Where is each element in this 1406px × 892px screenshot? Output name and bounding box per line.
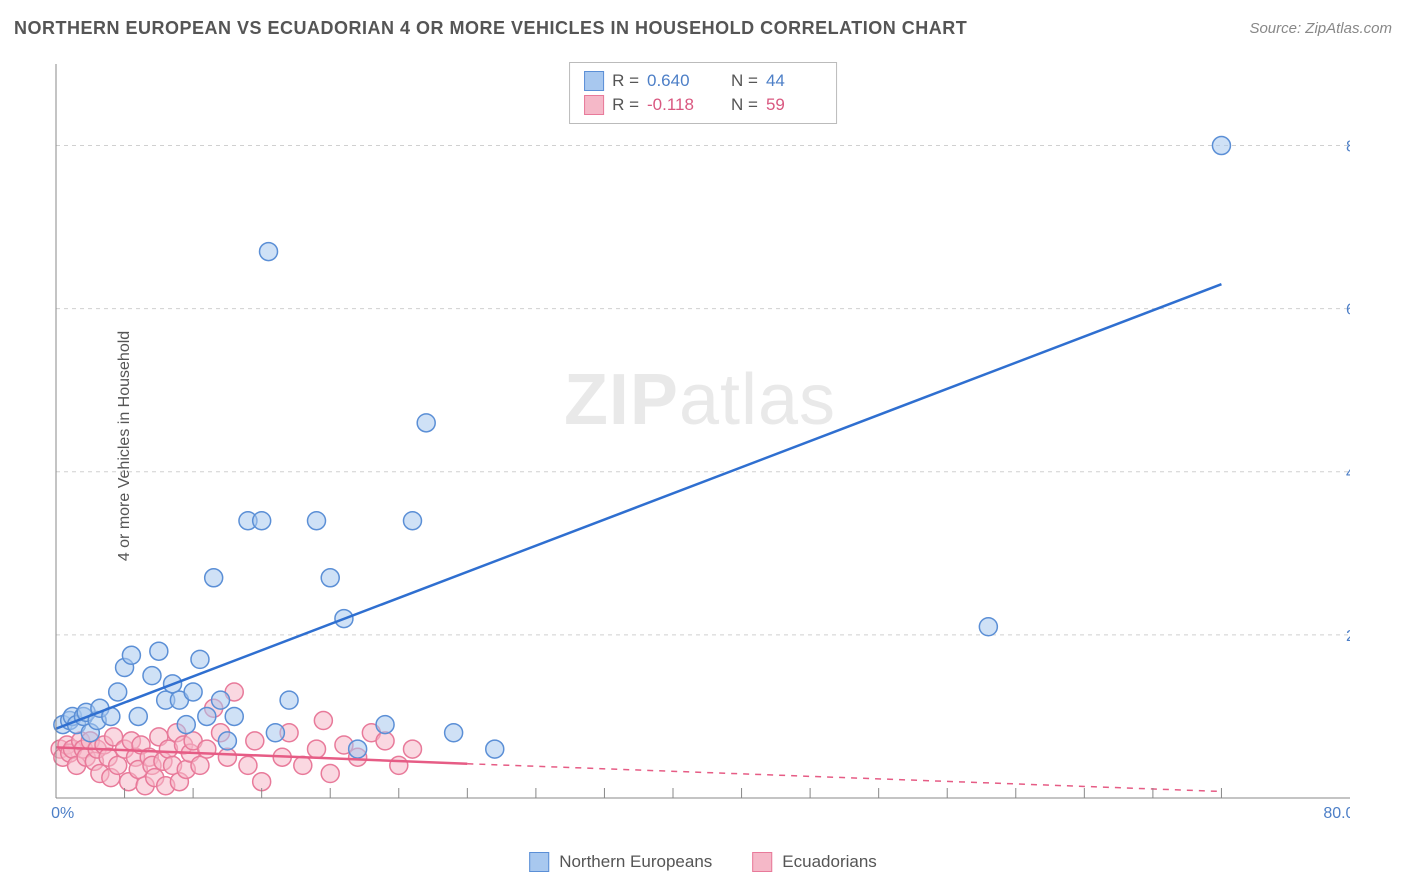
y-tick-label: 80.0% xyxy=(1346,139,1350,156)
swatch-series-a xyxy=(584,71,604,91)
trend-line-b-ext xyxy=(467,764,1221,792)
x-tick-label: 80.0% xyxy=(1323,805,1350,818)
legend-item-a: Northern Europeans xyxy=(529,852,712,872)
y-tick-label: 60.0% xyxy=(1346,302,1350,319)
chart-header: NORTHERN EUROPEAN VS ECUADORIAN 4 OR MOR… xyxy=(14,18,1392,39)
legend-swatch-a xyxy=(529,852,549,872)
scatter-plot-svg: 20.0% 40.0% 60.0% 80.0% 0.0% 80.0% xyxy=(50,58,1350,818)
x-tick-label: 0.0% xyxy=(50,805,74,818)
stats-row-b: R = -0.118 N = 59 xyxy=(584,93,822,117)
chart-title: NORTHERN EUROPEAN VS ECUADORIAN 4 OR MOR… xyxy=(14,18,967,39)
series-legend: Northern Europeans Ecuadorians xyxy=(529,852,877,872)
y-tick-label: 20.0% xyxy=(1346,628,1350,645)
source-attribution: Source: ZipAtlas.com xyxy=(1249,20,1392,37)
swatch-series-b xyxy=(584,95,604,115)
stats-legend: R = 0.640 N = 44 R = -0.118 N = 59 xyxy=(569,62,837,124)
y-tick-label: 40.0% xyxy=(1346,465,1350,482)
stats-row-a: R = 0.640 N = 44 xyxy=(584,69,822,93)
legend-swatch-b xyxy=(752,852,772,872)
legend-item-b: Ecuadorians xyxy=(752,852,877,872)
plot-area: 20.0%40.0%60.0%80.0%0.0%80.0% ZIPatlas xyxy=(50,58,1350,818)
trend-line-a xyxy=(56,284,1221,728)
